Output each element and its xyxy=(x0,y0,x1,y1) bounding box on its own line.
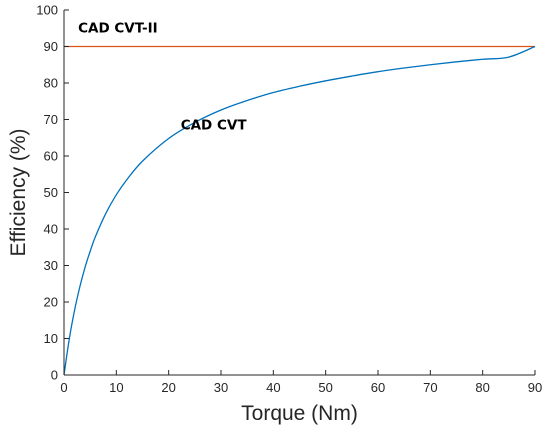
y-tick-label: 80 xyxy=(44,76,58,91)
x-tick-label: 20 xyxy=(161,380,175,395)
x-tick-label: 70 xyxy=(423,380,437,395)
y-tick-label: 90 xyxy=(44,39,58,54)
y-tick-label: 10 xyxy=(44,331,58,346)
axes-layer: 0 10 20 30 40 50 60 70 80 90 0 10 20 30 40 50 60 70 80 90 1… xyxy=(36,3,542,396)
y-tick-label: 100 xyxy=(36,3,58,18)
x-axis-ticks: 0 10 20 30 40 50 60 70 80 90 xyxy=(60,370,542,395)
x-tick-label: 30 xyxy=(214,380,228,395)
y-tick-label: 0 xyxy=(51,368,58,383)
annotation-label: CAD CVT xyxy=(181,118,248,134)
x-tick-label: 90 xyxy=(528,380,542,395)
y-axis-title: Efficiency (%) xyxy=(7,129,30,257)
plot-area: CAD CVT-II CAD CVT xyxy=(63,21,536,376)
x-tick-label: 10 xyxy=(109,380,123,395)
series-layer xyxy=(63,45,536,376)
y-axis-ticks: 0 10 20 30 40 50 60 70 80 90 100 xyxy=(36,3,69,383)
y-tick-label: 50 xyxy=(44,185,58,200)
x-axis-title: Torque (Nm) xyxy=(241,402,358,425)
annotation-layer: CAD CVT-II CAD CVT xyxy=(78,21,247,134)
x-tick-label: 80 xyxy=(475,380,489,395)
annotation-label: CAD CVT-II xyxy=(78,21,158,37)
y-tick-label: 60 xyxy=(44,149,58,164)
series-line-cad-cvt xyxy=(63,45,536,376)
y-tick-label: 20 xyxy=(44,295,58,310)
y-tick-label: 30 xyxy=(44,258,58,273)
x-tick-label: 0 xyxy=(60,380,67,395)
x-tick-label: 40 xyxy=(266,380,280,395)
x-tick-label: 60 xyxy=(371,380,385,395)
x-tick-label: 50 xyxy=(318,380,332,395)
y-tick-label: 70 xyxy=(44,112,58,127)
y-tick-label: 40 xyxy=(44,222,58,237)
